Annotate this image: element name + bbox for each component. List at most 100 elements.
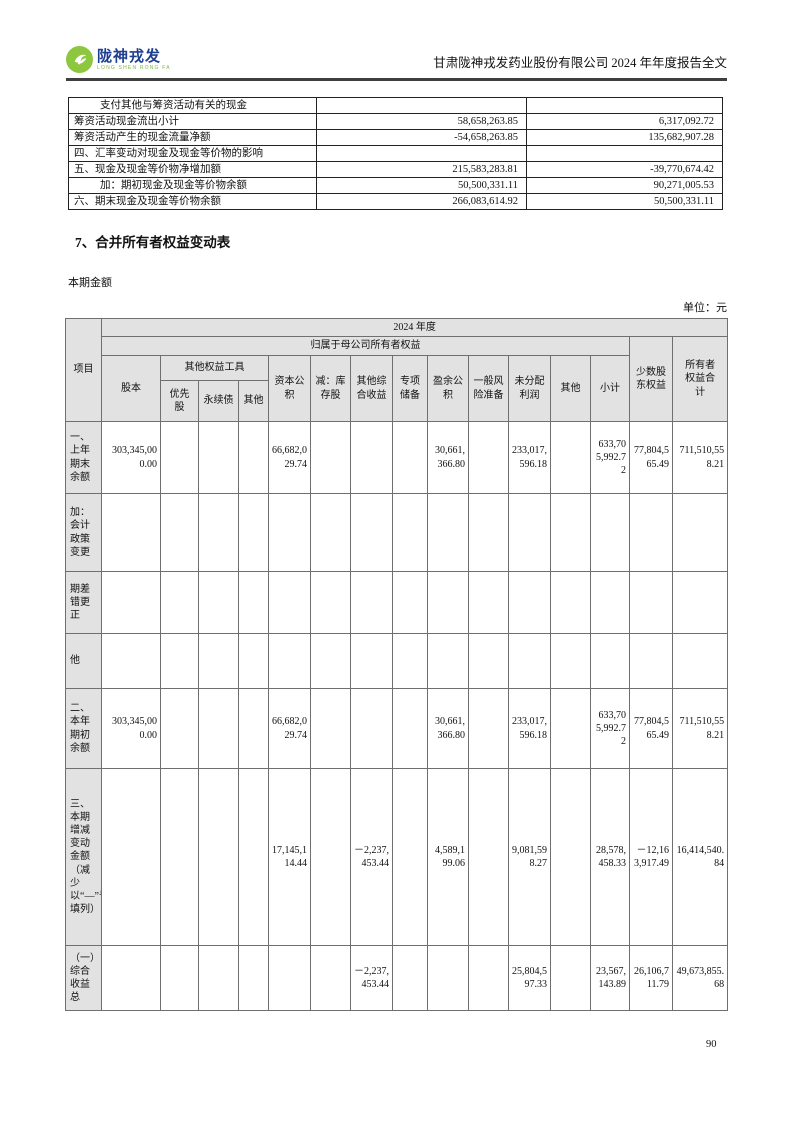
cashflow-prior-value: 90,271,005.53 — [526, 177, 723, 194]
cashflow-prior-value — [526, 97, 723, 114]
equity-cell — [350, 633, 393, 689]
cashflow-row: 六、期末现金及现金等价物余额 266,083,614.92 50,500,331.1… — [68, 193, 723, 210]
equity-cell — [468, 633, 509, 689]
equity-cell — [160, 421, 199, 494]
equity-cell — [101, 945, 161, 1011]
col-header-surplus-reserve: 盈余公积 — [427, 355, 469, 422]
cashflow-row-label: 四、汇率变动对现金及现金等价物的影响 — [68, 145, 317, 162]
equity-cell: 66,682,029.74 — [268, 421, 311, 494]
equity-cell — [629, 493, 673, 572]
section-heading: 7、合并所有者权益变动表 — [75, 235, 231, 250]
equity-cell: 303,345,000.00 — [101, 688, 161, 769]
cashflow-prior-value: 50,500,331.11 — [526, 193, 723, 210]
equity-cell: 26,106,711.79 — [629, 945, 673, 1011]
equity-cell: 9,081,598.27 — [508, 768, 551, 946]
cashflow-table: 支付其他与筹资活动有关的现金 筹资活动现金流出小计 58,658,263.85 6,3… — [68, 97, 723, 210]
equity-row: （一）综合收益总 －2,237,453.44 25,804,597.33 23,567… — [65, 945, 729, 1011]
equity-cell — [101, 571, 161, 634]
equity-row-label: 一、上年期末余额 — [65, 421, 102, 494]
equity-cell — [468, 571, 509, 634]
equity-cell: 23,567,143.89 — [590, 945, 630, 1011]
equity-cell — [310, 421, 351, 494]
col-header-other1: 其他 — [238, 380, 269, 422]
cashflow-prior-value — [526, 145, 723, 162]
equity-cell: 233,017,596.18 — [508, 688, 551, 769]
equity-row: 一、上年期末余额 303,345,000.00 66,682,029.74 30,66… — [65, 421, 729, 494]
equity-cell: 17,145,114.44 — [268, 768, 311, 946]
cashflow-row-label: 筹资活动现金流出小计 — [68, 113, 317, 130]
col-header-less-treasury: 减：库存股 — [310, 355, 351, 422]
equity-cell — [392, 571, 428, 634]
equity-cell — [427, 571, 469, 634]
col-header-parent-equity: 归属于母公司所有者权益 — [101, 336, 630, 356]
equity-cell: 633,705,992.72 — [590, 688, 630, 769]
equity-cell: －2,237,453.44 — [350, 945, 393, 1011]
equity-cell: 30,661,366.80 — [427, 421, 469, 494]
equity-row: 三、本期增减变动金额（减少以“—”号填列） 17,145,114.44 －2,237… — [65, 768, 729, 946]
equity-cell — [350, 688, 393, 769]
equity-cell — [671, 493, 729, 572]
cashflow-row: 加：期初现金及现金等价物余额 50,500,331.11 90,271,005.53 — [68, 177, 723, 194]
col-header-minority: 少数股东权益 — [629, 336, 673, 422]
cashflow-row-label: 五、现金及现金等价物净增加额 — [68, 161, 317, 178]
cashflow-row-label: 加：期初现金及现金等价物余额 — [68, 177, 317, 194]
cashflow-current-value: -54,658,263.85 — [316, 129, 527, 146]
equity-row-label: 期差错更正 — [65, 571, 102, 634]
page-header: 陇神戎发 LONG SHEN RONG FA 甘肃陇神戎发药业股份有限公司 20… — [66, 46, 727, 81]
equity-cell: 49,673,855.68 — [671, 945, 729, 1011]
equity-cell — [160, 688, 199, 769]
equity-row: 期差错更正 — [65, 571, 729, 634]
equity-row-label: 二、本年期初余额 — [65, 688, 102, 769]
equity-cell: －2,237,453.44 — [350, 768, 393, 946]
equity-cell: 25,804,597.33 — [508, 945, 551, 1011]
equity-cell — [550, 421, 591, 494]
col-header-other2: 其他 — [550, 355, 591, 422]
equity-cell — [550, 945, 591, 1011]
cashflow-prior-value: 6,317,092.72 — [526, 113, 723, 130]
equity-row-label: 三、本期增减变动金额（减少以“—”号填列） — [65, 768, 102, 946]
equity-row-label: 他 — [65, 633, 102, 689]
equity-row: 加：会计政策变更 — [65, 493, 729, 572]
col-header-total-equity: 所有者权益合计 — [671, 336, 729, 422]
equity-cell — [101, 768, 161, 946]
equity-cell — [550, 688, 591, 769]
equity-cell — [101, 633, 161, 689]
equity-cell — [392, 421, 428, 494]
page-number: 90 — [706, 1039, 717, 1050]
col-header-special-reserve: 专项储备 — [392, 355, 428, 422]
cashflow-row: 支付其他与筹资活动有关的现金 — [68, 97, 723, 114]
equity-cell — [392, 768, 428, 946]
equity-cell — [310, 768, 351, 946]
equity-row: 二、本年期初余额 303,345,000.00 66,682,029.74 30,66… — [65, 688, 729, 769]
equity-cell — [310, 633, 351, 689]
equity-cell: 4,589,199.06 — [427, 768, 469, 946]
equity-cell — [268, 493, 311, 572]
cashflow-current-value: 58,658,263.85 — [316, 113, 527, 130]
equity-cell — [238, 421, 269, 494]
brand-name-en: LONG SHEN RONG FA — [97, 64, 171, 71]
equity-cell — [268, 571, 311, 634]
equity-cell — [160, 493, 199, 572]
equity-cell — [427, 945, 469, 1011]
equity-cell — [198, 688, 239, 769]
equity-cell — [427, 493, 469, 572]
equity-cell — [508, 633, 551, 689]
equity-cell — [160, 768, 199, 946]
equity-cell — [198, 633, 239, 689]
equity-cell — [392, 945, 428, 1011]
equity-cell — [590, 633, 630, 689]
equity-cell — [310, 571, 351, 634]
cashflow-row: 五、现金及现金等价物净增加额 215,583,283.81 -39,770,674.… — [68, 161, 723, 178]
cashflow-row-label: 六、期末现金及现金等价物余额 — [68, 193, 317, 210]
equity-cell — [238, 945, 269, 1011]
brand-name-cn: 陇神戎发 — [97, 47, 162, 65]
company-logo: 陇神戎发 LONG SHEN RONG FA — [66, 46, 171, 73]
cashflow-current-value — [316, 145, 527, 162]
unit-label: 单位：元 — [683, 302, 727, 314]
equity-cell — [310, 688, 351, 769]
equity-cell: 711,510,558.21 — [671, 688, 729, 769]
equity-cell — [629, 633, 673, 689]
equity-cell: 711,510,558.21 — [671, 421, 729, 494]
equity-cell — [468, 421, 509, 494]
